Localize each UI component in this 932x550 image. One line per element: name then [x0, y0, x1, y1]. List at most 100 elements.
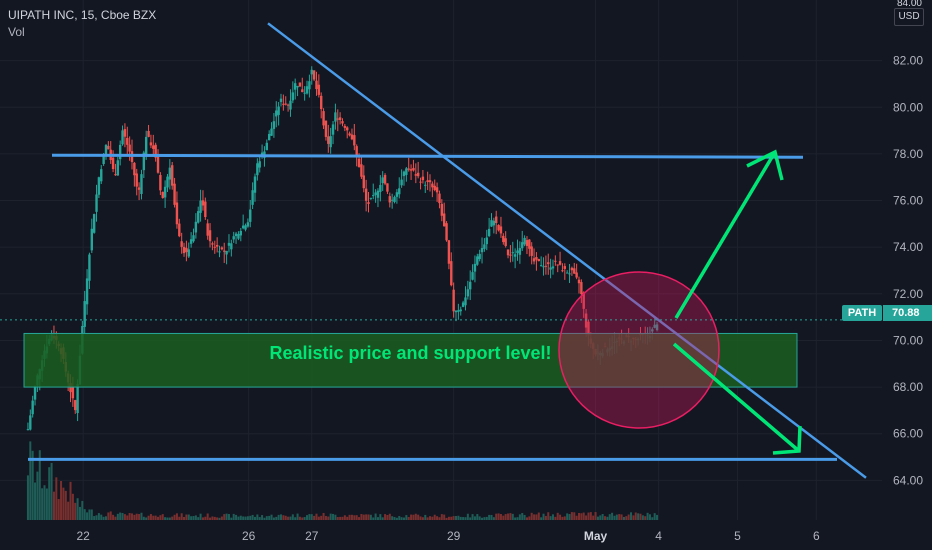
candle-body — [364, 188, 368, 201]
candle-body — [185, 247, 188, 253]
volume-bar — [149, 514, 152, 520]
volume-bar — [192, 515, 195, 520]
ticker-price-tag: PATH — [842, 305, 882, 321]
volume-bar — [398, 516, 401, 520]
volume-bar — [637, 513, 640, 520]
volume-bar — [358, 517, 361, 520]
down-arrow-head — [772, 425, 802, 455]
candle-body — [180, 241, 183, 247]
price-tick-label: 74.00 — [893, 240, 923, 254]
candle-body — [471, 272, 474, 280]
candle-body — [88, 254, 91, 281]
candle-body — [90, 228, 93, 251]
volume-bar — [131, 513, 134, 520]
volume-bar — [504, 514, 507, 520]
candle-body — [350, 134, 354, 140]
candle-body — [159, 175, 162, 191]
volume-bar — [294, 517, 297, 520]
volume-bar — [220, 516, 223, 520]
volume-bar — [440, 514, 443, 520]
candle-body — [544, 265, 548, 267]
candle-body — [137, 187, 141, 190]
time-tick-label: 5 — [734, 529, 741, 543]
candle-body — [341, 121, 344, 124]
volume-bar — [197, 517, 200, 520]
candle-body — [308, 81, 311, 90]
candle-body — [539, 265, 543, 267]
candle-body — [317, 84, 321, 95]
volume-bar — [464, 517, 467, 520]
drawing-overlays[interactable] — [0, 22, 882, 479]
volume-bar — [26, 475, 29, 520]
candle-body — [587, 321, 590, 336]
candle-body — [431, 183, 434, 188]
volume-bar — [402, 517, 405, 520]
candle-body — [461, 302, 465, 307]
volume-bar — [483, 517, 486, 520]
candle-body — [556, 264, 559, 266]
currency-badge[interactable]: USD — [894, 8, 924, 26]
candle-body — [433, 185, 436, 191]
candle-body — [513, 254, 517, 257]
candle-body — [244, 225, 247, 230]
volume-bar — [575, 515, 578, 520]
candle-body — [438, 193, 441, 204]
volume-bar — [81, 500, 84, 520]
volume-bar — [45, 488, 48, 520]
volume-bar — [436, 516, 439, 520]
candle-body — [315, 80, 318, 90]
volume-bar — [310, 514, 313, 520]
volume-bar — [173, 514, 176, 520]
volume-bar — [450, 516, 453, 520]
volume-bar — [615, 514, 618, 520]
candle-body — [211, 243, 214, 245]
symbol-title: UIPATH INC, 15, Cboe BZX — [8, 8, 157, 22]
volume-bar — [492, 517, 495, 520]
candle-body — [324, 120, 328, 137]
volume-bar — [223, 514, 226, 520]
volume-bar — [93, 516, 96, 520]
volume-bar — [121, 513, 124, 520]
volume-bar — [334, 514, 337, 520]
candle-body — [133, 162, 136, 176]
candle-body — [149, 142, 153, 146]
volume-bar — [88, 509, 91, 520]
volume-bar — [253, 516, 256, 520]
volume-bar — [36, 471, 39, 520]
volume-bar — [587, 512, 590, 520]
candle-body — [301, 89, 304, 93]
volume-bar — [431, 516, 434, 520]
candle-body — [71, 386, 75, 399]
volume-bar — [142, 516, 145, 520]
candle-body — [452, 289, 455, 312]
candle-body — [416, 172, 420, 177]
volume-bar — [57, 499, 60, 520]
candle-body — [414, 174, 418, 176]
candle-body — [154, 144, 157, 158]
time-tick-label: May — [584, 529, 608, 543]
candle-body — [530, 246, 533, 256]
volume-bar — [350, 514, 353, 520]
volume-bar — [367, 514, 370, 520]
volume-bar — [627, 514, 630, 520]
volume-bar — [438, 517, 441, 520]
candle-body — [267, 133, 271, 141]
volume-bar — [178, 516, 181, 520]
volume-bar — [246, 516, 249, 520]
volume-bar — [230, 517, 233, 520]
volume-bar — [405, 515, 408, 520]
volume-bar — [514, 517, 517, 520]
candle-body — [428, 180, 432, 183]
volume-bar — [556, 512, 559, 520]
volume-bar — [346, 516, 349, 520]
candle-body — [376, 190, 380, 198]
volume-bar — [599, 515, 602, 520]
volume-bar — [466, 513, 469, 520]
candle-body — [348, 133, 351, 136]
volume-bar — [535, 514, 538, 520]
volume-bar — [426, 517, 429, 520]
volume-bar — [551, 514, 554, 520]
candle-body — [502, 235, 505, 243]
candle-body — [215, 244, 219, 247]
